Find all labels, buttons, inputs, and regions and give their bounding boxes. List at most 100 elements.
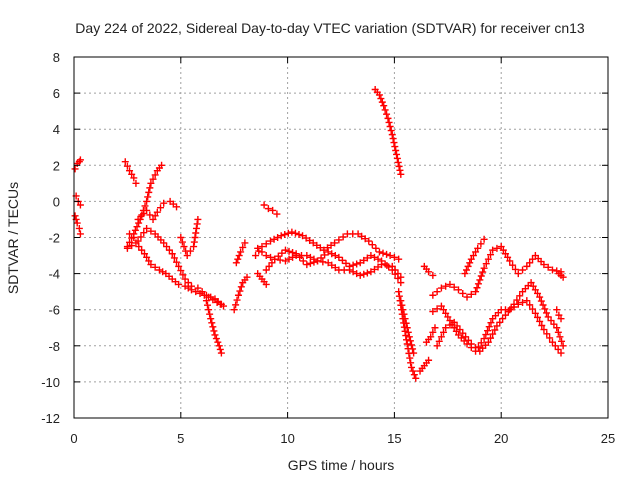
data-point [433, 305, 441, 313]
data-point [192, 288, 200, 296]
data-point [400, 310, 408, 318]
data-point [356, 271, 364, 279]
data-point [265, 262, 273, 270]
data-point [285, 247, 293, 255]
data-point [76, 156, 84, 164]
data-point [529, 305, 537, 313]
data-point [433, 342, 441, 350]
data-point [450, 283, 458, 291]
data-point [342, 259, 350, 267]
data-point [395, 288, 403, 296]
data-point [386, 122, 394, 130]
data-point [262, 252, 270, 260]
data-point [403, 324, 411, 332]
data-point [395, 292, 403, 300]
series-s23 [422, 324, 439, 346]
data-point [262, 280, 270, 288]
data-point [157, 204, 165, 212]
data-point [397, 170, 405, 178]
data-point [306, 259, 314, 267]
data-point [544, 313, 552, 321]
data-point [269, 206, 277, 214]
data-point [331, 264, 339, 272]
data-point [461, 270, 469, 278]
data-point [361, 235, 369, 243]
data-point [541, 305, 549, 313]
data-point [437, 333, 445, 341]
x-tick-label: 0 [70, 431, 77, 446]
data-point [407, 341, 415, 349]
series-s13 [252, 228, 403, 263]
data-point [388, 266, 396, 274]
data-point [404, 328, 412, 336]
data-point [412, 374, 420, 382]
data-point [134, 237, 142, 245]
data-point [328, 250, 336, 258]
data-point [553, 306, 561, 314]
y-tick-label: -8 [48, 339, 60, 354]
data-point [356, 259, 364, 267]
data-point [215, 342, 223, 350]
data-point [339, 233, 347, 241]
data-point [123, 244, 131, 252]
data-point [314, 257, 322, 265]
data-point [346, 262, 354, 270]
data-point [175, 262, 183, 270]
data-point [385, 118, 393, 126]
data-point [487, 334, 495, 342]
data-point [324, 259, 332, 267]
data-point [540, 326, 548, 334]
data-point [365, 237, 373, 245]
data-points [71, 85, 567, 382]
data-point [452, 327, 460, 335]
data-point [514, 270, 522, 278]
series-s20 [397, 297, 418, 357]
data-point [410, 371, 418, 379]
y-tick-label: 6 [53, 86, 60, 101]
data-point [553, 324, 561, 332]
data-point [214, 338, 222, 346]
data-point [121, 158, 129, 166]
data-point [144, 193, 152, 201]
data-point [499, 246, 507, 254]
series-s21 [420, 262, 437, 279]
data-point [143, 253, 151, 261]
data-point [491, 326, 499, 334]
series-s15 [262, 246, 405, 287]
data-point [454, 286, 462, 294]
data-point [479, 268, 487, 276]
data-point [513, 296, 521, 304]
data-point [558, 337, 566, 345]
data-point [239, 243, 247, 251]
data-point [554, 345, 562, 353]
chart-title: Day 224 of 2022, Sidereal Day-to-day VTE… [75, 20, 585, 36]
data-point [289, 249, 297, 257]
data-point [338, 256, 346, 264]
data-point [284, 229, 292, 237]
data-point [292, 250, 300, 258]
data-point [178, 238, 186, 246]
data-point [425, 356, 433, 364]
data-point [506, 257, 514, 265]
data-point [281, 246, 289, 254]
data-point [170, 254, 178, 262]
data-point [163, 243, 171, 251]
series-s29 [555, 270, 567, 281]
data-point [472, 344, 480, 352]
data-point [390, 139, 398, 147]
data-point [378, 257, 386, 265]
data-point [487, 319, 495, 327]
data-point [466, 259, 474, 267]
data-point [126, 167, 134, 175]
data-point [212, 335, 220, 343]
data-point [207, 315, 215, 323]
data-point [499, 315, 507, 323]
data-point [208, 319, 216, 327]
data-point [463, 293, 471, 301]
data-point [462, 333, 470, 341]
data-point [349, 268, 357, 276]
data-point [306, 237, 314, 245]
data-point [534, 289, 542, 297]
data-point [375, 91, 383, 99]
